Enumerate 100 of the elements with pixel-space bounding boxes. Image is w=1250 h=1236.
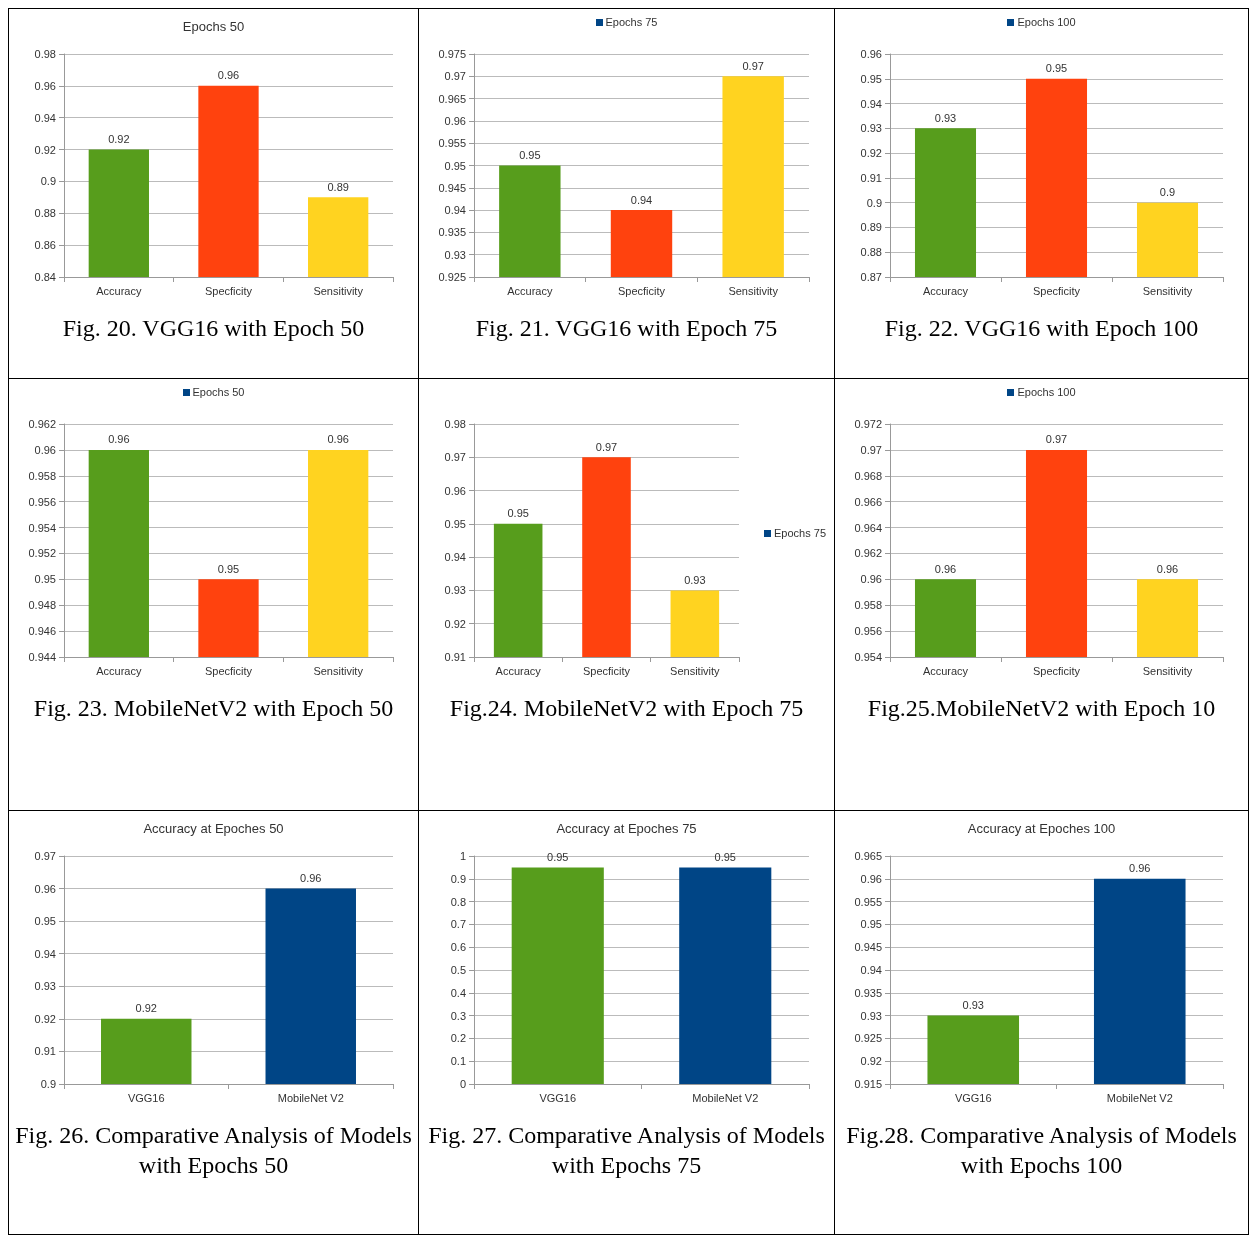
caption: Fig.28. Comparative Analysis of Models with Epochs 100 <box>845 1121 1238 1180</box>
data-label: 0.96 <box>1156 562 1179 575</box>
y-tick-label: 0.96 <box>860 48 882 60</box>
x-tick-label: Sensitivity <box>1142 284 1193 297</box>
y-tick-label: 0.94 <box>860 97 882 110</box>
y-tick-label: 0.954 <box>854 651 882 663</box>
y-tick-label: 0.3 <box>450 1009 466 1022</box>
y-tick-label: 0.9 <box>40 1078 56 1090</box>
y-tick-label: 0.966 <box>854 495 882 508</box>
data-label: 0.92 <box>135 1002 157 1015</box>
data-label: 0.95 <box>714 850 736 863</box>
x-tick-label: Sensitivity <box>313 284 364 297</box>
y-tick-label: 0.98 <box>34 48 56 60</box>
text: Epochs 100 <box>1017 386 1076 399</box>
chart-title: Accuracy at Epoches 100 <box>967 821 1116 836</box>
y-tick-label: 0.97 <box>34 850 56 862</box>
y-tick-label: 0.968 <box>854 469 882 482</box>
x-tick-label: VGG16 <box>954 1091 992 1104</box>
y-tick-label: 0.954 <box>28 521 56 534</box>
data-label: 0.96 <box>300 872 322 885</box>
y-tick-label: 0.92 <box>860 147 882 160</box>
y-tick-label: 0.952 <box>28 547 56 560</box>
caption: Fig. 22. VGG16 with Epoch 100 <box>883 314 1200 343</box>
y-tick-label: 0.92 <box>34 1012 56 1025</box>
x-tick-label: Sensitivity <box>1142 664 1193 677</box>
chart-title: Accuracy at Epoches 75 <box>556 821 697 836</box>
data-label: 0.96 <box>217 69 240 82</box>
data-label: 0.95 <box>507 507 529 520</box>
y-tick-label: 0.925 <box>854 1032 882 1045</box>
y-tick-label: 0.972 <box>854 418 882 430</box>
x-tick-label: Specficity <box>1032 284 1081 297</box>
x-tick-label: Accuracy <box>96 284 142 297</box>
chart-title: Accuracy at Epoches 50 <box>143 821 284 836</box>
y-tick-label: 0.935 <box>854 986 882 999</box>
y-tick-label: 0.962 <box>28 418 56 430</box>
y-tick-label: 0.945 <box>438 181 466 194</box>
y-tick-label: 0.97 <box>444 451 466 464</box>
y-tick-label: 0.97 <box>444 70 466 83</box>
x-tick-label: Accuracy <box>96 664 142 677</box>
y-tick-label: 0.98 <box>444 418 466 430</box>
data-label: 0.95 <box>547 850 569 863</box>
y-tick-label: 0.94 <box>34 947 56 960</box>
caption: Fig. 26. Comparative Analysis of Models with Epochs 50 <box>14 1121 413 1180</box>
caption: Fig. 20. VGG16 with Epoch 50 <box>61 314 366 343</box>
y-tick-label: 0.965 <box>438 92 466 105</box>
data-label: 0.94 <box>630 193 653 206</box>
caption: Fig. 27. Comparative Analysis of Models with Epochs 75 <box>427 1121 826 1180</box>
caption: Fig.24. MobileNetV2 with Epoch 75 <box>448 694 805 723</box>
x-tick-label: Specficity <box>617 284 666 297</box>
x-tick-label: Sensitivity <box>313 664 364 677</box>
x-tick-label: Accuracy <box>495 664 542 677</box>
y-tick-label: 0.93 <box>860 122 882 135</box>
y-tick-label: 0.93 <box>860 1009 882 1022</box>
data-label: 0.93 <box>934 111 957 124</box>
y-tick-label: 0.946 <box>28 625 56 638</box>
y-tick-label: 0.97 <box>860 443 882 456</box>
data-label: 0.96 <box>934 562 957 575</box>
y-tick-label: 0 <box>459 1078 466 1090</box>
y-tick-label: 0.958 <box>854 599 882 612</box>
y-tick-label: 0.94 <box>444 204 466 217</box>
y-tick-label: 0.95 <box>444 517 466 530</box>
x-tick-label: Sensitivity <box>670 664 721 677</box>
y-tick-label: 0.92 <box>444 617 466 630</box>
y-tick-label: 0.96 <box>444 114 466 127</box>
y-tick-label: 0.95 <box>860 918 882 931</box>
y-tick-label: 0.96 <box>444 484 466 497</box>
x-tick-label: Specficity <box>204 284 253 297</box>
data-label: 0.95 <box>519 149 541 161</box>
x-tick-label: MobileNet V2 <box>692 1091 759 1104</box>
y-tick-label: 0.95 <box>444 159 466 172</box>
y-tick-label: 0.955 <box>854 895 882 908</box>
data-label: 0.92 <box>108 133 130 146</box>
y-tick-label: 0.88 <box>34 207 56 220</box>
y-tick-label: 0.915 <box>854 1078 882 1090</box>
y-tick-label: 0.9 <box>450 872 466 885</box>
y-tick-label: 0.95 <box>34 573 56 586</box>
y-tick-label: 1 <box>459 850 466 862</box>
y-tick-label: 0.956 <box>854 625 882 638</box>
y-tick-label: 0.84 <box>34 271 56 283</box>
data-label: 0.97 <box>1045 433 1068 446</box>
y-tick-label: 0.91 <box>34 1045 56 1058</box>
y-tick-label: 0.96 <box>34 882 56 895</box>
x-tick-label: Specficity <box>204 664 253 677</box>
y-tick-label: 0.88 <box>860 246 882 259</box>
y-tick-label: 0.91 <box>860 171 882 184</box>
data-label: 0.95 <box>217 562 240 575</box>
caption: Fig. 21. VGG16 with Epoch 75 <box>474 314 779 343</box>
data-label: 0.95 <box>1045 62 1068 75</box>
x-tick-label: MobileNet V2 <box>277 1091 344 1104</box>
y-tick-label: 0.6 <box>450 941 466 954</box>
y-tick-label: 0.91 <box>444 651 466 663</box>
data-label: 0.93 <box>684 573 706 586</box>
y-tick-label: 0.96 <box>34 79 56 92</box>
chart-title: Epochs 50 <box>182 19 245 34</box>
data-label: 0.9 <box>1159 186 1176 199</box>
data-label: 0.89 <box>327 180 349 193</box>
y-tick-label: 0.945 <box>854 941 882 954</box>
y-tick-label: 0.7 <box>450 918 466 931</box>
y-tick-label: 0.935 <box>438 226 466 239</box>
y-tick-label: 0.964 <box>854 521 882 534</box>
